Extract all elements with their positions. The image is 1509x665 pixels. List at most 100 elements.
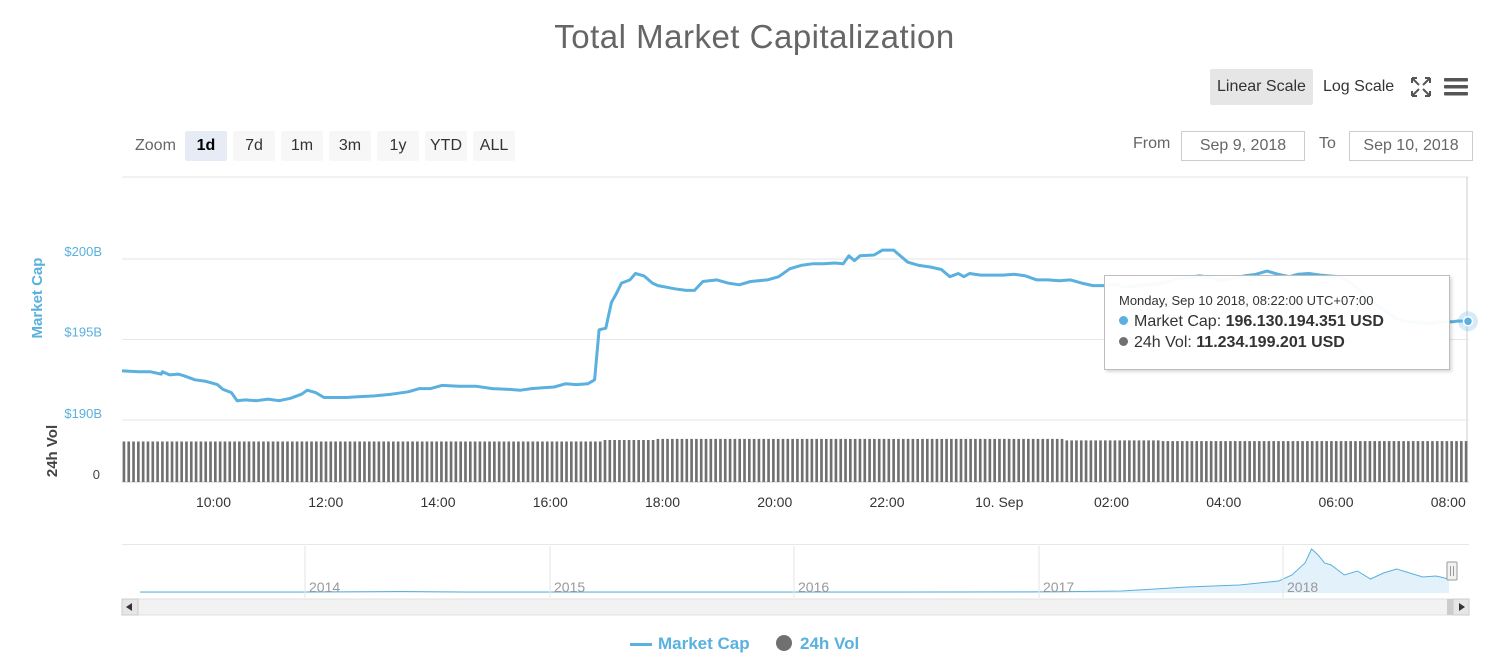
volume-bar [358, 441, 361, 482]
volume-bar [464, 441, 467, 482]
navigator-year-label: 2014 [309, 579, 340, 595]
x-tick-label: 12:00 [308, 494, 343, 510]
volume-bar [786, 438, 790, 482]
tooltip-market-cap-value: 196.130.194.351 USD [1225, 313, 1384, 330]
volume-bar [1002, 438, 1006, 482]
volume-bar [950, 438, 953, 482]
volume-bar [324, 441, 328, 482]
volume-bar [238, 441, 241, 482]
tooltip-market-cap-label: Market Cap: [1134, 313, 1222, 330]
volume-bar [286, 441, 289, 482]
x-tick-label: 08:00 [1431, 494, 1466, 510]
volume-bar [945, 438, 948, 482]
volume-bar [339, 441, 342, 482]
volume-bar [892, 438, 895, 482]
volume-bar [897, 438, 900, 482]
volume-bar [382, 441, 386, 482]
volume-bar [1147, 440, 1150, 482]
volume-bar [1349, 441, 1352, 482]
volume-bar [810, 438, 814, 482]
volume-bar [1195, 441, 1199, 482]
legend-item-market-cap[interactable]: Market Cap [630, 634, 750, 658]
volume-bar [233, 441, 236, 482]
navigator-year-label: 2015 [554, 579, 585, 595]
volume-bar [214, 441, 217, 482]
volume-bar [343, 441, 347, 482]
zoom-7d-button[interactable]: 7d [233, 131, 275, 161]
volume-bar [247, 441, 251, 482]
navigator-year-label: 2018 [1287, 579, 1318, 595]
volume-bar [555, 441, 559, 482]
zoom-1m-button[interactable]: 1m [281, 131, 323, 161]
tooltip-volume-value: 11.234.199.201 USD [1196, 334, 1345, 351]
volume-bar [723, 438, 727, 482]
volume-bar [738, 438, 742, 482]
log-scale-button[interactable]: Log Scale [1323, 78, 1395, 95]
arrow-right-icon [1459, 603, 1465, 611]
volume-bar [1176, 441, 1179, 482]
volume-bar [1339, 441, 1343, 482]
tooltip-volume-row: 24h Vol: 11.234.199.201 USD [1119, 334, 1345, 352]
hover-point[interactable] [1462, 316, 1474, 327]
volume-bar [1229, 441, 1232, 482]
volume-bar [1243, 441, 1247, 482]
linear-scale-button[interactable]: Linear Scale [1210, 69, 1313, 105]
navigator-handle[interactable] [1446, 561, 1458, 581]
volume-bar [1156, 440, 1160, 482]
volume-bar [1017, 438, 1021, 482]
hamburger-menu-icon[interactable] [1443, 76, 1469, 98]
volume-bar [1363, 441, 1367, 482]
legend-item-volume[interactable]: 24h Vol [776, 634, 859, 658]
volume-bar [367, 441, 371, 482]
volume-bar [1387, 441, 1391, 482]
volume-bar [180, 441, 183, 482]
x-tick-label: 18:00 [645, 494, 680, 510]
volume-bar [954, 438, 958, 482]
zoom-1d-button[interactable]: 1d [185, 131, 227, 161]
volume-bar [829, 438, 833, 482]
zoom-all-button[interactable]: ALL [473, 131, 515, 161]
volume-bar [651, 440, 655, 482]
zoom-3m-button[interactable]: 3m [329, 131, 371, 161]
range-from-label: From [1133, 135, 1171, 152]
zoom-1y-button[interactable]: 1y [377, 131, 419, 161]
volume-bar [1431, 441, 1434, 482]
volume-bar [444, 441, 448, 482]
volume-bar [1055, 438, 1059, 482]
volume-bar [824, 438, 828, 482]
volume-bar [425, 441, 429, 482]
volume-bar [969, 438, 972, 482]
volume-bar [776, 438, 780, 482]
fullscreen-icon[interactable] [1409, 75, 1433, 99]
volume-bar [517, 441, 520, 482]
volume-bar [887, 438, 891, 482]
volume-bar [762, 438, 766, 482]
scrollbar-track[interactable] [121, 598, 1470, 616]
range-to-label: To [1319, 135, 1336, 152]
volume-bar [218, 441, 222, 482]
scrollbar-thumb[interactable] [1447, 599, 1453, 615]
volume-bar [747, 438, 751, 482]
range-to-input[interactable]: Sep 10, 2018 [1349, 131, 1473, 161]
volume-bar [1079, 440, 1083, 482]
volume-bar [935, 438, 939, 482]
volume-bar [1378, 441, 1381, 482]
volume-bar [151, 441, 155, 482]
volume-bar [882, 438, 886, 482]
volume-bar [156, 441, 159, 482]
volume-bar [685, 438, 689, 482]
volume-bar [695, 438, 698, 482]
x-tick-label: 20:00 [757, 494, 792, 510]
zoom-ytd-button[interactable]: YTD [425, 131, 467, 161]
volume-bar [377, 441, 381, 482]
volume-bar [1411, 441, 1415, 482]
range-from-input[interactable]: Sep 9, 2018 [1181, 131, 1305, 161]
volume-bar [1007, 438, 1011, 482]
volume-bar [392, 441, 395, 482]
volume-bar [1200, 441, 1203, 482]
volume-bar [262, 441, 265, 482]
volume-bar [752, 438, 756, 482]
volume-bar [257, 441, 260, 482]
legend-volume-label: 24h Vol [800, 634, 860, 653]
